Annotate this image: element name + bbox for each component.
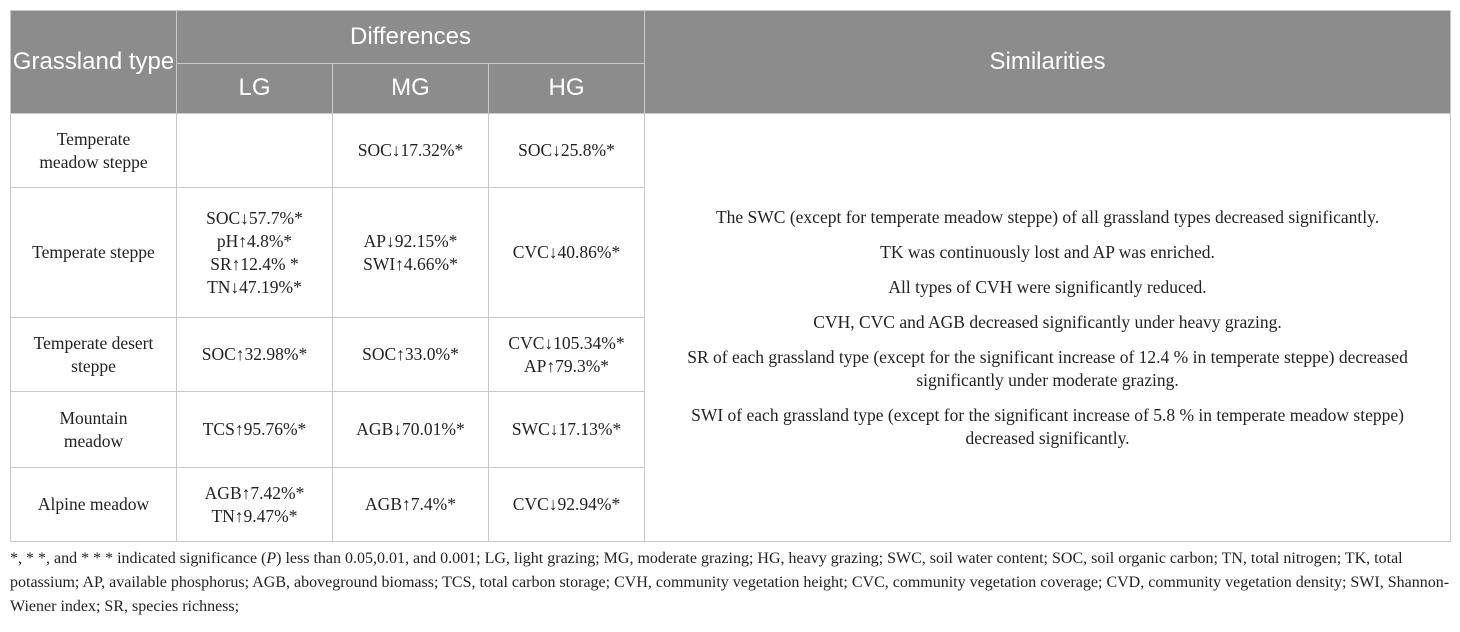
mg-value: AP↓92.15%* [363, 230, 458, 251]
lg-value: TN↑9.47%* [211, 505, 298, 526]
similarities-cell: The SWC (except for temperate meadow ste… [644, 113, 1452, 542]
mg-value: AGB↑7.4%* [365, 494, 456, 514]
table-footnote: *, * *, and * * * indicated significance… [10, 547, 1450, 619]
hg-cell: SWC↓17.13%* [487, 391, 646, 468]
lg-value: TCS↑95.76%* [202, 419, 307, 439]
hg-cell: CVC↓105.34%* AP↑79.3%* [487, 317, 646, 392]
header-similarities: Similarities [644, 10, 1452, 114]
lg-value: AGB↑7.42%* [204, 482, 305, 503]
hg-value: CVC↓92.94%* [512, 494, 621, 514]
grassland-type-cell: Temperate meadow steppe [10, 113, 177, 188]
similarity-statement: CVH, CVC and AGB decreased significantly… [813, 311, 1282, 332]
similarity-statement: TK was continuously lost and AP was enri… [880, 241, 1215, 262]
hg-value: CVC↓40.86%* [512, 242, 621, 262]
header-hg: HG [487, 62, 646, 114]
lg-cell: SOC↑32.98%* [176, 317, 333, 392]
mg-value: SOC↓17.32%* [357, 140, 464, 160]
table-row: Temperate desert steppe SOC↑32.98%* SOC↑33… [10, 317, 1451, 392]
lg-cell: AGB↑7.42%* TN↑9.47%* [176, 467, 333, 542]
hg-value: SWC↓17.13%* [511, 419, 622, 439]
results-table-container: Grassland type Differences Similarities … [10, 10, 1452, 542]
lg-cell: TCS↑95.76%* [176, 391, 333, 468]
grassland-type-cell: Mountain meadow [10, 391, 177, 468]
mg-cell: AGB↓70.01%* [332, 391, 489, 468]
grassland-type-cell: Temperate desert steppe [10, 317, 177, 392]
header-lg: LG [176, 62, 333, 114]
mg-cell: AGB↑7.4%* [332, 467, 489, 542]
lg-value: pH↑4.8%* [216, 230, 293, 251]
hg-value: AP↑79.3%* [523, 355, 610, 376]
mg-cell: SOC↑33.0%* [332, 317, 489, 392]
similarity-statement: All types of CVH were significantly redu… [888, 276, 1207, 297]
hg-cell: SOC↓25.8%* [487, 113, 646, 188]
table-row: Alpine meadow AGB↑7.42%* TN↑9.47%* AGB↑7.4%… [10, 467, 1451, 542]
hg-cell: CVC↓40.86%* [487, 187, 646, 318]
header-mg: MG [332, 62, 489, 114]
lg-value: SOC↑32.98%* [201, 344, 308, 364]
similarity-statement: SWI of each grassland type (except for t… [691, 404, 1404, 448]
footnote-p-symbol: P [266, 550, 277, 567]
header-grassland-type: Grassland type [10, 10, 177, 114]
mg-value: AGB↓70.01%* [356, 419, 465, 439]
similarity-statement: SR of each grassland type (except for th… [687, 346, 1408, 390]
lg-cell: SOC↓57.7%* pH↑4.8%* SR↑12.4% * TN↓47.19%* [176, 187, 333, 318]
grassland-type-cell: Temperate steppe [10, 187, 177, 318]
footnote-prefix: *, * *, and * * * indicated significance… [10, 550, 267, 567]
grazing-effects-table: Grassland type Differences Similarities … [10, 10, 1452, 542]
grassland-type-cell: Alpine meadow [10, 467, 177, 542]
similarity-statement: The SWC (except for temperate meadow ste… [715, 206, 1380, 227]
lg-value: SR↑12.4% * [210, 253, 299, 274]
hg-cell: CVC↓92.94%* [487, 467, 646, 542]
lg-value: SOC↓57.7%* [206, 207, 303, 228]
lg-cell [176, 113, 333, 188]
mg-cell: AP↓92.15%* SWI↑4.66%* [332, 187, 489, 318]
mg-value: SWI↑4.66%* [363, 253, 458, 274]
table-row: Temperate meadow steppe SOC↓17.32%* SOC↓25… [10, 113, 1452, 542]
hg-value: SOC↓25.8%* [518, 140, 615, 160]
footnote-rest: ) less than 0.05,0.01, and 0.001; LG, li… [10, 550, 1450, 615]
hg-value: CVC↓105.34%* [508, 332, 625, 353]
mg-value: SOC↑33.0%* [362, 344, 459, 364]
mg-cell: SOC↓17.32%* [332, 113, 489, 188]
table-row: Temperate steppe SOC↓57.7%* pH↑4.8%* SR↑12.… [10, 187, 1451, 318]
header-differences: Differences [175, 10, 646, 64]
table-row: Mountain meadow TCS↑95.76%* AGB↓70.01%* SWC… [10, 391, 1451, 468]
lg-value: TN↓47.19%* [207, 276, 302, 297]
